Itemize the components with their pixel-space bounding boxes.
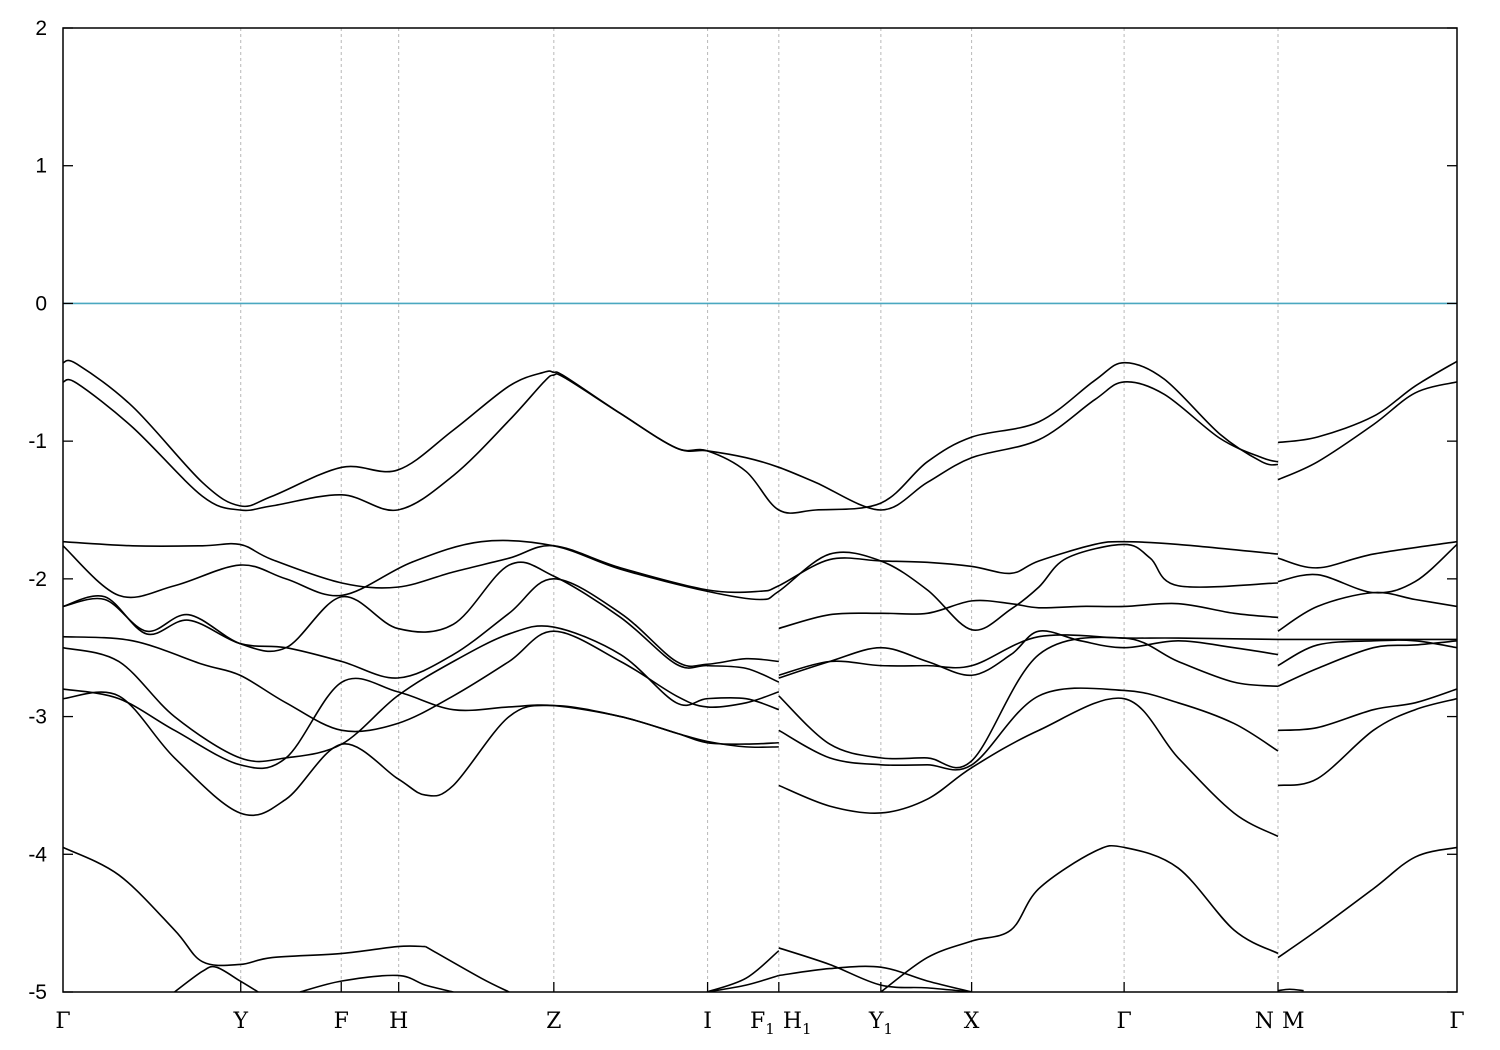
band-line-23 [63, 691, 779, 817]
band-line-31 [706, 974, 780, 992]
kpoint-label-main: H [783, 1009, 802, 1034]
x-axis-kpoint-labels: Γ Y F H Z I F1 H1 Y1 X Γ N M Γ [55, 982, 1465, 1038]
kpoint-label-main: M [1282, 1009, 1305, 1034]
band-line-25 [1277, 697, 1457, 787]
band-line-19 [1277, 640, 1457, 687]
kpoint-label: Y1 [868, 1009, 893, 1038]
band-line-36 [1277, 988, 1304, 992]
band-line-3 [1277, 381, 1457, 481]
band-line-28 [174, 965, 259, 992]
band-line-17 [63, 625, 780, 763]
band-line-27 [425, 945, 510, 992]
band-line-13 [1277, 639, 1457, 667]
band-line-21 [778, 687, 1279, 771]
y-tick-label: 2 [35, 17, 47, 40]
kpoint-label-main: Y [868, 1009, 884, 1034]
band-line-30 [706, 950, 780, 992]
y-axis-ticks: -5 -4 -3 -2 -1 0 1 2 [28, 17, 1457, 1004]
kpoint-label: N [1255, 1009, 1274, 1034]
band-line-14 [63, 630, 780, 733]
kpoint-label: Z [546, 1009, 561, 1034]
kpoint-label-subscript: 1 [883, 1020, 893, 1038]
kpoint-label: F [334, 1009, 349, 1034]
kpoint-label-main: X [964, 1009, 980, 1034]
kpoint-label: Y [232, 1009, 248, 1034]
band-line-8 [63, 578, 779, 679]
kpoint-label-main: F [750, 1009, 765, 1034]
kpoint-label-main: Γ [1449, 1009, 1464, 1034]
y-tick-label: -2 [28, 568, 47, 591]
band-line-24 [778, 697, 1279, 838]
band-line-9 [778, 599, 1279, 630]
y-tick-label: 1 [35, 155, 47, 178]
band-line-20 [63, 677, 779, 770]
y-tick-label: -4 [28, 843, 47, 866]
band-line-11 [63, 561, 780, 683]
band-line-4 [63, 540, 1279, 594]
plot-frame [62, 27, 1458, 993]
kpoint-label: F1 [750, 1009, 775, 1038]
band-line-10 [1277, 591, 1457, 632]
kpoint-label-main: Y [232, 1009, 248, 1034]
kpoint-label: M [1282, 1009, 1305, 1034]
band-line-5 [1277, 540, 1457, 569]
kpoint-label: Γ [1116, 1009, 1131, 1034]
kpoint-label: H [389, 1009, 408, 1034]
band-line-22 [1277, 688, 1457, 732]
kpoint-label: Γ [1449, 1009, 1464, 1034]
y-tick-label: -1 [28, 430, 47, 453]
band-line-6 [63, 539, 1279, 631]
band-line-26 [63, 846, 426, 967]
band-line-7 [1277, 543, 1457, 594]
band-line-18 [778, 636, 1279, 769]
kpoint-label-main: I [703, 1009, 712, 1034]
kpoint-label-subscript: 1 [765, 1020, 775, 1038]
kpoint-label-main: N [1255, 1009, 1274, 1034]
band-line-35 [1277, 846, 1457, 959]
kpoint-label-main: Γ [55, 1009, 70, 1034]
kpoint-label-subscript: 1 [802, 1020, 812, 1038]
kpoint-label: Γ [55, 1009, 70, 1034]
kpoint-label: I [703, 1009, 712, 1034]
kpoint-label-main: H [389, 1009, 408, 1034]
kpoint-label-main: Γ [1116, 1009, 1131, 1034]
band-line-2 [1277, 360, 1457, 444]
y-tick-label: -3 [28, 706, 47, 729]
band-line-15 [778, 634, 1279, 677]
kpoint-label: X [964, 1009, 980, 1034]
y-tick-label: 0 [35, 292, 47, 315]
band-line-1 [63, 372, 1279, 512]
band-line-33 [778, 965, 973, 992]
kpoint-label: H1 [783, 1009, 812, 1038]
kpoint-label-main: Z [546, 1009, 561, 1034]
band-line-34 [880, 844, 1279, 992]
band-line-29 [299, 974, 454, 992]
y-tick-label: -5 [28, 981, 47, 1004]
band-lines [63, 359, 1457, 992]
band-line-0 [63, 359, 1279, 514]
kpoint-label-main: F [334, 1009, 349, 1034]
